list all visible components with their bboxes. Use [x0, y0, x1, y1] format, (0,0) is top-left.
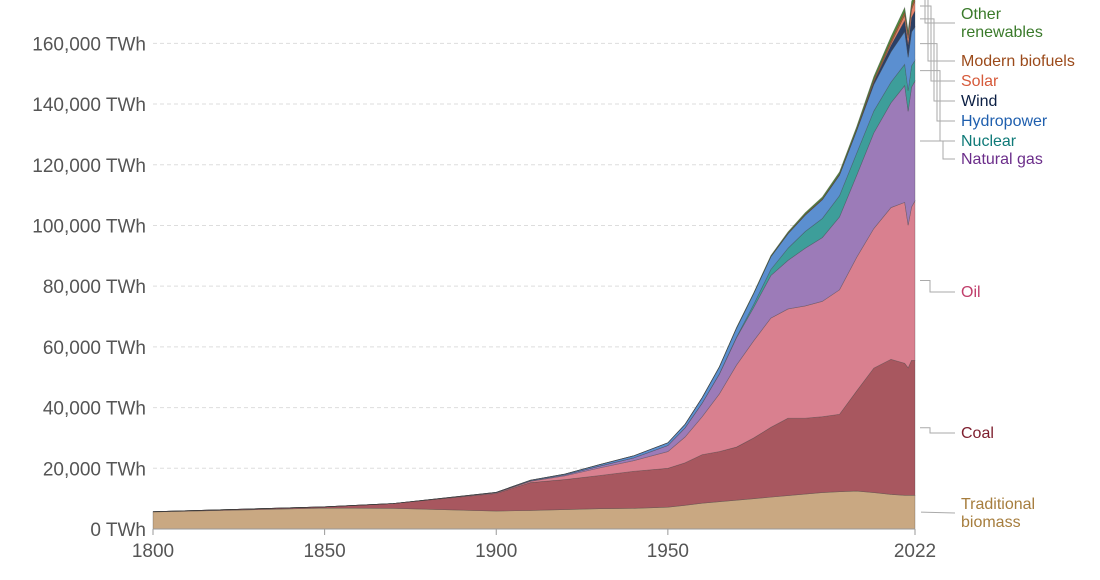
label-leader-line: [920, 280, 955, 293]
y-tick-label: 140,000 TWh: [32, 95, 146, 116]
y-tick-label: 80,000 TWh: [43, 277, 146, 298]
area-wind: [152, 10, 916, 512]
x-tick-label: 1800: [132, 541, 174, 562]
label-leader-line: [924, 0, 955, 24]
y-tick-label: 160,000 TWh: [32, 34, 146, 55]
series-label: Coal: [961, 425, 994, 442]
y-tick-label: 120,000 TWh: [32, 156, 146, 177]
grid-lines: [153, 42, 915, 469]
series-label: Natural gas: [961, 151, 1043, 168]
area-solar: [152, 1, 916, 512]
series-label: Hydropower: [961, 113, 1048, 130]
label-leader-line: [920, 427, 955, 434]
series-label: Solar: [961, 73, 999, 90]
y-tick-label: 40,000 TWh: [43, 399, 146, 420]
label-leader-line: [920, 70, 955, 142]
series-label: Wind: [961, 93, 997, 110]
series-label: Traditional biomass: [961, 496, 1035, 531]
y-tick-label: 60,000 TWh: [43, 338, 146, 359]
area-other-renewables: [152, 0, 915, 512]
y-tick-label: 0 TWh: [90, 520, 146, 541]
area-hydropower: [152, 26, 916, 512]
y-tick-label: 100,000 TWh: [32, 216, 146, 237]
x-tick-label: 1950: [647, 541, 689, 562]
label-leader-line: [920, 43, 955, 122]
x-tick-label: 2022: [894, 541, 936, 562]
label-leader-line: [927, 0, 955, 62]
series-label: Oil: [961, 284, 981, 301]
series-label: Other renewables: [961, 6, 1043, 41]
y-tick-label: 20,000 TWh: [43, 459, 146, 480]
label-leader-line: [920, 511, 956, 514]
label-leader-line: [920, 140, 955, 160]
series-labels: Traditional biomass Coal Oil Natural gasNucl…: [920, 0, 1075, 531]
x-tick-label: 1850: [303, 541, 345, 562]
axes: 0 TWh 20,000 TWh 40,000 TWh 60,000 TWh 80,00…: [32, 34, 936, 562]
x-tick-label: 1900: [475, 541, 517, 562]
label-leader-line: [920, 18, 955, 102]
area-series: [152, 0, 916, 530]
series-label: Modern biofuels: [961, 53, 1075, 70]
series-label: Nuclear: [961, 133, 1017, 150]
area-modern-biofuels: [152, 0, 916, 512]
